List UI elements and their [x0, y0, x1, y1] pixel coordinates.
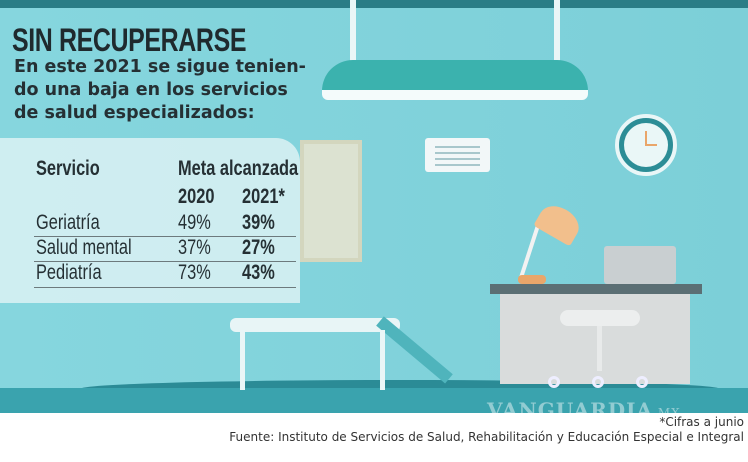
laptop-icon — [604, 246, 676, 284]
column-header-group: Meta alcanzada — [178, 157, 299, 180]
lamp-rod — [350, 0, 356, 62]
column-header-service: Servicio — [36, 157, 100, 180]
desk-body — [500, 294, 690, 384]
ceiling-lamp-light — [322, 90, 588, 100]
table-panel — [0, 138, 300, 303]
divider — [34, 287, 296, 288]
watermark-logo: VANGUARDIA.MX — [487, 398, 681, 413]
chair — [560, 310, 640, 326]
divider — [34, 236, 296, 237]
source-credit: Fuente: Instituto de Servicios de Salud,… — [229, 430, 744, 444]
divider — [34, 261, 296, 262]
column-header-2021: 2021* — [242, 185, 285, 208]
page-title: SIN RECUPERARSE — [12, 22, 247, 58]
desk-top — [490, 284, 702, 294]
column-header-2020: 2020 — [178, 185, 215, 208]
cabinet — [300, 140, 362, 262]
clock-icon — [615, 114, 677, 176]
ceiling-band — [0, 0, 748, 8]
desk-lamp-base — [518, 275, 546, 284]
floor — [0, 388, 748, 413]
exam-bed — [230, 318, 400, 332]
ceiling-lamp — [322, 60, 588, 94]
illustration-background: VANGUARDIA.MX SIN RECUPERARSE En este 20… — [0, 0, 748, 413]
footnote: *Cifras a junio — [659, 415, 744, 429]
lamp-rod — [554, 0, 560, 62]
wall-note — [425, 138, 490, 172]
subtitle: En este 2021 se sigue tenien- do una baj… — [14, 57, 306, 123]
